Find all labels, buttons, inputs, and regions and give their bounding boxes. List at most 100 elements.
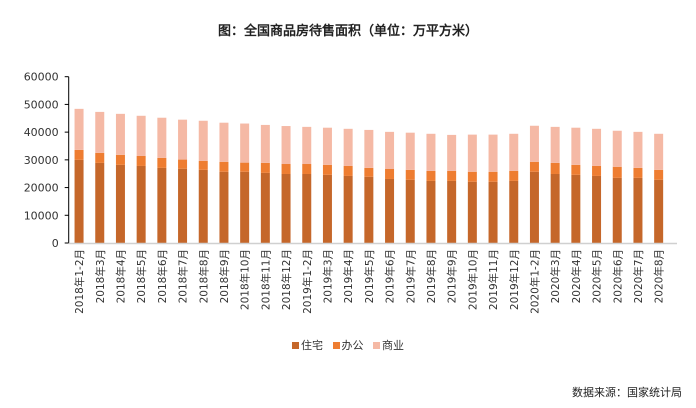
- bar-commercial: [571, 127, 581, 165]
- bar-office: [592, 165, 602, 176]
- x-tick-label: 2020年4月: [570, 249, 583, 303]
- bar-commercial: [74, 108, 84, 150]
- bar-commercial: [198, 120, 208, 161]
- bar-commercial: [633, 131, 643, 168]
- x-tick-label: 2019年10月: [466, 249, 479, 310]
- legend-item-commercial: 商业: [373, 337, 404, 353]
- bar-commercial: [405, 132, 415, 170]
- x-tick-label: 2020年1-2月: [528, 249, 541, 314]
- bar-residential: [385, 178, 395, 243]
- bar-office: [74, 149, 84, 160]
- bar-commercial: [467, 134, 477, 172]
- bar-residential: [74, 159, 84, 243]
- legend-swatch: [332, 341, 340, 349]
- bar-residential: [157, 167, 167, 243]
- bar-residential: [302, 173, 312, 243]
- y-tick-label: 40000: [24, 126, 59, 139]
- bar-office: [654, 169, 664, 180]
- bar-office: [426, 170, 436, 181]
- bar-commercial: [654, 133, 664, 170]
- x-tick-label: 2019年5月: [363, 249, 376, 303]
- bar-residential: [447, 180, 457, 243]
- bar-office: [302, 164, 312, 174]
- bar-commercial: [509, 133, 519, 171]
- bar-office: [219, 161, 229, 172]
- bar-office: [198, 160, 208, 170]
- bar-commercial: [488, 134, 498, 172]
- bar-office: [529, 161, 539, 172]
- bar-commercial: [260, 124, 270, 163]
- y-tick-label: 50000: [24, 98, 59, 111]
- x-tick-label: 2019年12月: [508, 249, 521, 310]
- bar-office: [571, 164, 581, 175]
- bar-office: [95, 152, 105, 163]
- bar-commercial: [592, 128, 602, 166]
- bar-office: [240, 162, 250, 172]
- x-tick-label: 2019年9月: [446, 249, 459, 303]
- legend-swatch: [373, 341, 380, 349]
- chart-title: 图：全国商品房待售面积（单位：万平方米）: [217, 24, 478, 39]
- bar-residential: [509, 180, 519, 243]
- bar-commercial: [95, 111, 105, 153]
- bar-residential: [592, 175, 602, 243]
- bar-commercial: [426, 133, 436, 171]
- bar-residential: [405, 179, 415, 243]
- bar-commercial: [612, 130, 622, 167]
- x-tick-label: 2018年5月: [135, 249, 148, 303]
- bar-commercial: [157, 117, 167, 158]
- bar-office: [136, 155, 146, 166]
- legend-item-office: 办公: [332, 337, 364, 353]
- bar-office: [405, 169, 415, 180]
- x-tick-label: 2019年6月: [384, 249, 397, 303]
- bar-commercial: [343, 128, 353, 166]
- x-tick-label: 2018年4月: [114, 249, 127, 303]
- bar-residential: [260, 172, 270, 243]
- bar-office: [467, 171, 477, 182]
- bar-commercial: [240, 123, 250, 163]
- bar-office: [385, 168, 395, 179]
- stacked-bar-chart: 0 10000 20000 30000 40000 50000 60000 2018年1-2月…: [24, 71, 677, 314]
- bar-residential: [467, 181, 477, 243]
- x-tick-label: 2020年3月: [549, 249, 562, 303]
- bar-residential: [550, 173, 560, 243]
- x-tick-label: 2019年8月: [425, 249, 438, 303]
- bar-residential: [178, 168, 188, 243]
- bar-office: [633, 167, 643, 178]
- bar-residential: [281, 173, 291, 243]
- y-tick-label: 60000: [24, 71, 59, 84]
- x-tick-label: 2019年3月: [321, 249, 334, 303]
- x-tick-label: 2018年7月: [177, 249, 190, 303]
- x-tick-label: 2019年1-2月: [301, 249, 314, 314]
- x-tick-label: 2018年8月: [197, 249, 210, 303]
- bar-office: [612, 166, 622, 178]
- bar-commercial: [281, 126, 291, 165]
- x-tick-label: 2018年6月: [156, 249, 169, 303]
- bar-office: [260, 162, 270, 173]
- bar-residential: [115, 164, 125, 243]
- bar-office: [343, 165, 353, 176]
- x-tick-label: 2018年10月: [239, 249, 252, 310]
- x-tick-label: 2018年11月: [259, 249, 272, 310]
- bar-residential: [426, 180, 436, 243]
- x-tick-label: 2018年1-2月: [73, 249, 86, 314]
- bar-commercial: [136, 115, 146, 156]
- bar-residential: [488, 181, 498, 243]
- legend-label: 住宅: [301, 339, 323, 352]
- bar-commercial: [550, 126, 560, 163]
- bar-residential: [364, 176, 374, 243]
- x-tick-label: 2020年8月: [653, 249, 666, 303]
- bar-office: [115, 154, 125, 165]
- bar-commercial: [385, 131, 395, 169]
- x-tick-label: 2020年7月: [632, 249, 645, 303]
- legend-swatch: [292, 341, 299, 349]
- bar-office: [447, 170, 457, 181]
- legend: 住宅 办公 商业: [0, 337, 696, 353]
- y-tick-label: 30000: [24, 154, 59, 167]
- bar-office: [488, 171, 498, 182]
- x-tick-label: 2018年12月: [280, 249, 293, 310]
- bar-commercial: [322, 127, 332, 165]
- x-tick-label: 2018年3月: [94, 249, 107, 303]
- bar-commercial: [302, 126, 312, 165]
- y-tick-label: 10000: [24, 209, 59, 222]
